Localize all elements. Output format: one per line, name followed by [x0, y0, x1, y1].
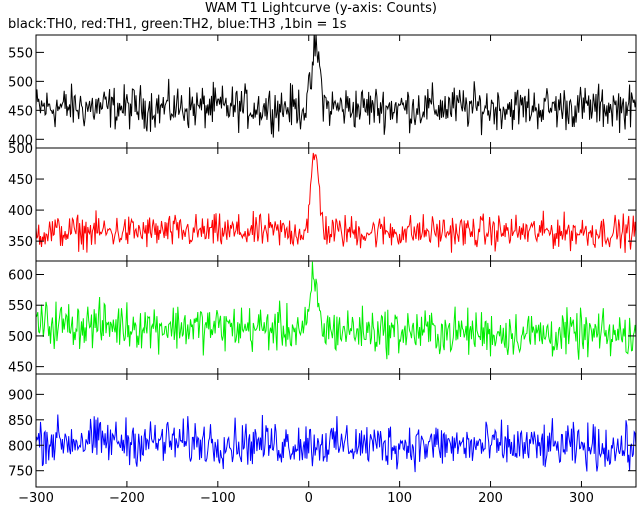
y-tick-label: 900	[8, 388, 33, 403]
chart-title: WAM T1 Lightcurve (y-axis: Counts)	[205, 1, 437, 16]
chart-subtitle: black:TH0, red:TH1, green:TH2, blue:TH3 …	[8, 17, 347, 32]
x-tick-label: 300	[569, 491, 594, 505]
y-tick-label: 450	[8, 361, 33, 376]
y-tick-label: 500	[8, 75, 33, 90]
series-line-th3	[36, 414, 636, 473]
y-tick-label: 550	[8, 46, 33, 61]
y-tick-label: 750	[8, 465, 33, 480]
panel-frame-th1	[35, 147, 637, 262]
y-tick-label: 350	[8, 235, 33, 250]
x-tick-label: −200	[109, 491, 145, 505]
y-tick-label: 500	[8, 330, 33, 345]
y-tick-label: 600	[8, 269, 33, 284]
x-tick-label: 200	[478, 491, 503, 505]
x-tick-label: 100	[387, 491, 412, 505]
x-tick-label: −100	[200, 491, 236, 505]
panel-frame-th0	[35, 34, 637, 149]
x-tick-label: −300	[18, 491, 54, 505]
y-tick-label: 550	[8, 299, 33, 314]
series-line-th0	[36, 35, 636, 138]
series-line-th1	[36, 152, 636, 253]
x-tick-label: 0	[305, 491, 313, 505]
series-line-th2	[36, 261, 636, 360]
y-tick-label: 500	[8, 142, 33, 157]
y-tick-label: 800	[8, 439, 33, 454]
y-tick-label: 400	[8, 204, 33, 219]
y-tick-label: 850	[8, 414, 33, 429]
panel-frame-th3	[35, 373, 637, 488]
y-tick-label: 450	[8, 104, 33, 119]
y-tick-label: 450	[8, 173, 33, 188]
y-tick-label: 400	[8, 133, 33, 148]
